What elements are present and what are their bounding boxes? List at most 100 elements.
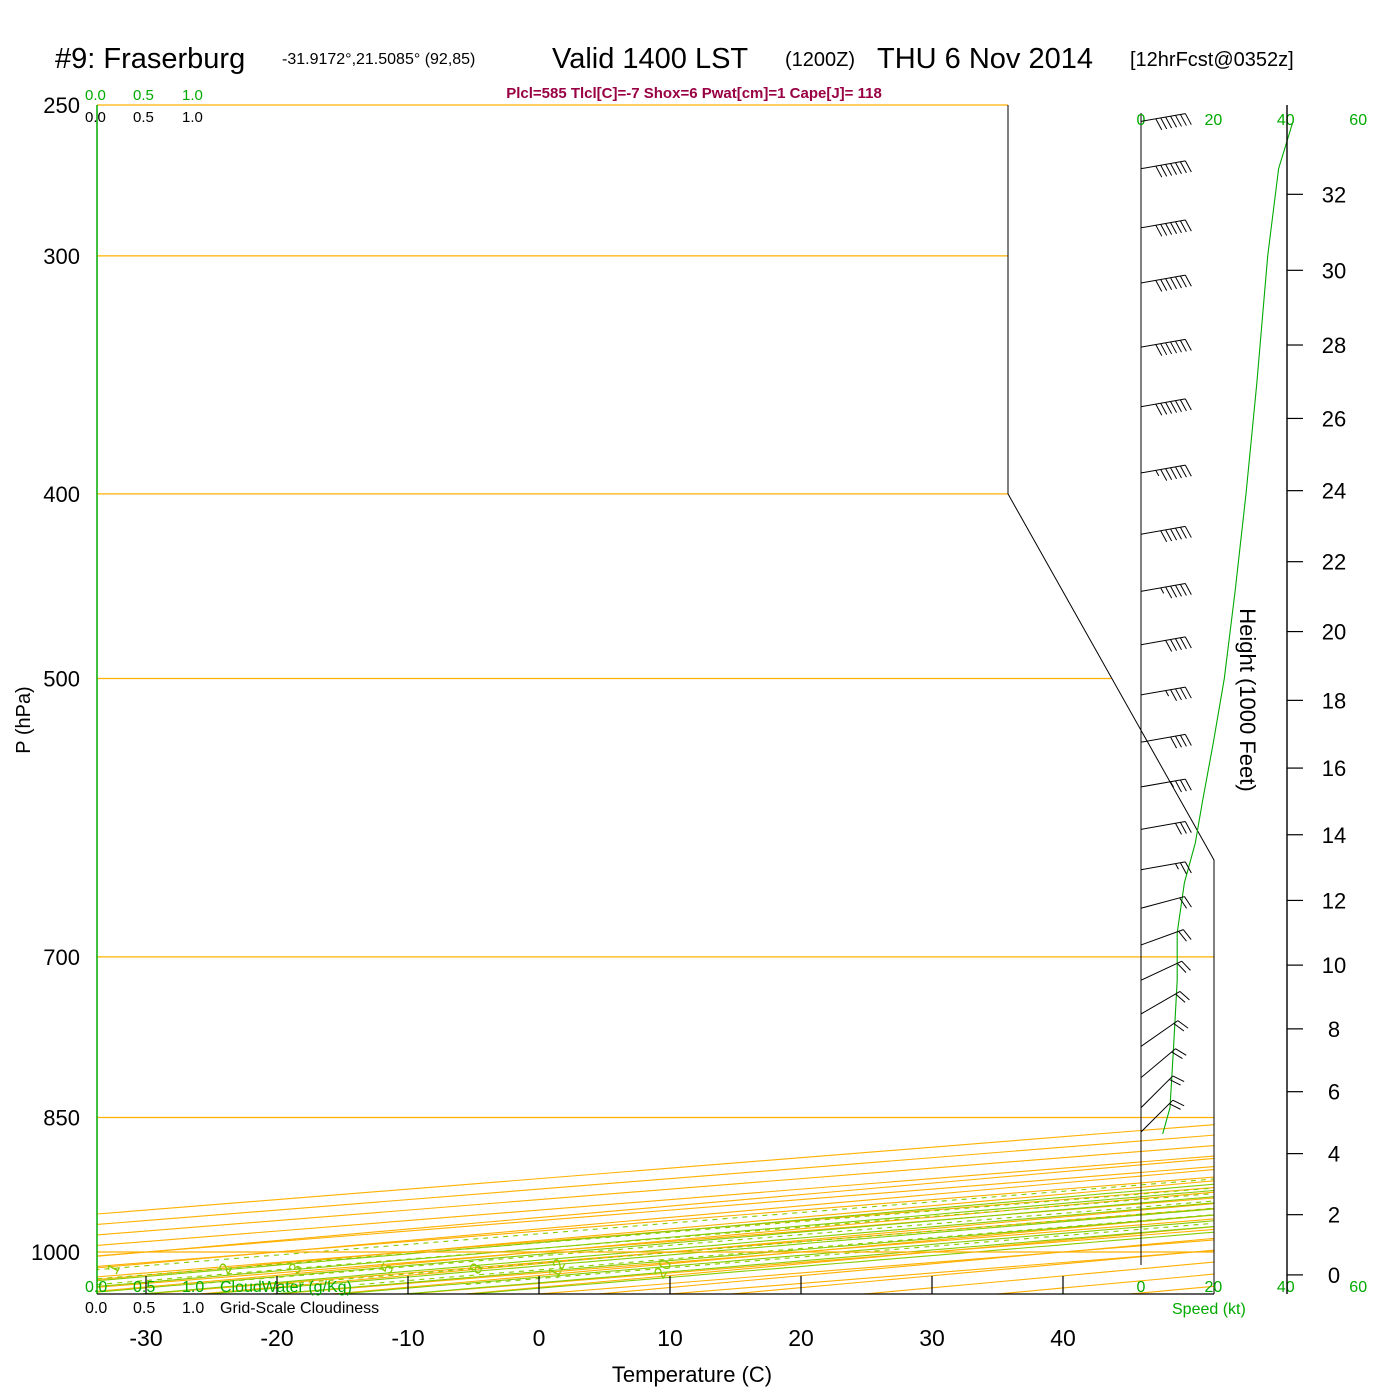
bottom-black-tick: 0.0 — [85, 1300, 107, 1317]
wind-barb-staff — [1140, 960, 1182, 981]
wind-barb-feather — [1175, 823, 1182, 835]
isotherm-line — [97, 105, 1214, 1294]
wind-barb-feather — [1179, 734, 1187, 747]
dry-adiabat-line — [97, 105, 1214, 1294]
wind-barb-feather — [1175, 1048, 1187, 1056]
bottom-black-tick: 0.5 — [133, 1300, 155, 1317]
wind-barb-feather — [1155, 280, 1163, 292]
wind-barb-half-feather — [1170, 781, 1174, 788]
mixing-ratio-label: 5 — [376, 1260, 397, 1277]
wind-barb — [1140, 160, 1192, 178]
wind-barb-feather — [1184, 686, 1192, 699]
moist-adiabat-line — [263, 105, 1214, 1294]
wind-barb-feather — [1165, 468, 1173, 480]
bottom-green-tick: 1.0 — [182, 1279, 204, 1296]
isotherm-line — [198, 105, 1214, 1294]
wind-barb-feather — [1170, 736, 1178, 749]
height-tick-label: 22 — [1322, 550, 1346, 575]
top-black-tick: 1.0 — [182, 109, 203, 126]
pressure-axis: 250 300 400 500 700 850 1000 — [31, 93, 80, 1265]
speed-tick-label-top: 40 — [1277, 112, 1295, 129]
wind-barb-feather — [1179, 399, 1187, 412]
wind-barb-feather — [1170, 341, 1178, 354]
temperature-tick-label: -30 — [129, 1325, 162, 1351]
stability-indices: Plcl=585 Tlcl[C]=-7 Shox=6 Pwat[cm]=1 Ca… — [506, 85, 882, 102]
wind-speed-line — [1162, 121, 1294, 1135]
pressure-tick-label: 250 — [43, 93, 80, 118]
wind-barb — [1140, 778, 1192, 793]
bottom-green-tick: 0.5 — [133, 1279, 155, 1296]
wind-barb-feather — [1179, 339, 1187, 352]
wind-barb-feather — [1155, 118, 1163, 131]
wind-barb-feather — [1175, 276, 1182, 289]
top-green-tick: 0.0 — [85, 87, 106, 104]
station-title: #9: Fraserburg — [55, 43, 245, 75]
wind-barb-feather — [1179, 275, 1187, 288]
x-axis-title: Temperature (C) — [612, 1362, 772, 1387]
mixing-ratio-line — [189, 493, 1214, 1286]
wind-barb-feather — [1179, 897, 1188, 909]
wind-barb-feather — [1172, 1075, 1185, 1083]
height-tick-label: 32 — [1322, 182, 1346, 207]
wind-barb-half-feather — [1175, 863, 1179, 870]
wind-barb-feather — [1175, 466, 1182, 479]
wind-barb-feather — [1155, 165, 1163, 178]
wind-barb-feather — [1184, 636, 1192, 649]
wind-barb-feather — [1184, 160, 1192, 173]
wind-barb — [1140, 274, 1192, 292]
wind-barb-staff — [1140, 1048, 1176, 1079]
moist-adiabat-line — [97, 105, 1214, 1294]
wind-barb — [1140, 861, 1192, 875]
moist-adiabat-line — [132, 105, 1214, 1294]
wind-barb-feather — [1170, 163, 1178, 175]
height-tick-label: 28 — [1322, 333, 1346, 358]
wind-barb-staff — [1140, 636, 1186, 646]
wind-barb-half-feather — [1160, 587, 1165, 594]
wind-barb-staff — [1140, 686, 1186, 696]
wind-barb-feather — [1179, 991, 1190, 1001]
mixing-ratio-line — [97, 493, 1214, 1286]
wind-barb-feather — [1178, 930, 1187, 942]
dry-adiabat-line — [97, 105, 1214, 1294]
temperature-tick-label: 0 — [533, 1325, 546, 1351]
speed-tick-label-bottom: 60 — [1349, 1279, 1367, 1296]
wind-barb-feather — [1165, 402, 1173, 414]
bottom-black-tick: 1.0 — [182, 1300, 204, 1317]
wind-barb-feather — [1179, 779, 1187, 792]
wind-barb-feather — [1179, 822, 1187, 834]
isotherm-line — [97, 105, 1214, 1294]
temperature-tick-label: 30 — [919, 1325, 945, 1351]
wind-barb-feather — [1182, 929, 1192, 940]
wind-barb-feather — [1184, 464, 1192, 477]
wind-barb-feather — [1160, 343, 1168, 356]
wind-barb-staff — [1140, 861, 1186, 871]
wind-barb — [1140, 583, 1192, 599]
wind-barb-feather — [1170, 639, 1178, 651]
wind-barb-feather — [1173, 1023, 1185, 1032]
wind-barb-feather — [1177, 1020, 1189, 1029]
pressure-tick-label: 500 — [43, 667, 80, 692]
wind-barb-feather — [1184, 896, 1192, 908]
wind-barb-feather — [1165, 164, 1173, 176]
wind-barb-feather — [1175, 527, 1182, 540]
wind-barb-feather — [1184, 219, 1192, 232]
wind-barb-feather — [1165, 529, 1173, 542]
wind-barb-feather — [1179, 114, 1187, 126]
wind-barb-staff — [1140, 929, 1184, 946]
wind-barb-feather — [1184, 821, 1192, 833]
height-tick-label: 14 — [1322, 823, 1346, 848]
wind-barb-feather — [1165, 640, 1173, 652]
wind-barb-feather — [1160, 469, 1168, 481]
wind-barb-feather — [1160, 224, 1168, 236]
moist-adiabat-line — [97, 105, 1214, 1294]
temperature-axis: -30 -20 -10 0 10 20 30 40 — [129, 1276, 1076, 1351]
wind-barb-staff — [1140, 398, 1186, 408]
isotherm-line — [97, 105, 1214, 1294]
wind-barb-feather — [1170, 467, 1178, 480]
wind-barb-staff — [1140, 778, 1186, 788]
wind-barb — [1140, 1048, 1187, 1079]
wind-barb-feather — [1165, 586, 1173, 599]
